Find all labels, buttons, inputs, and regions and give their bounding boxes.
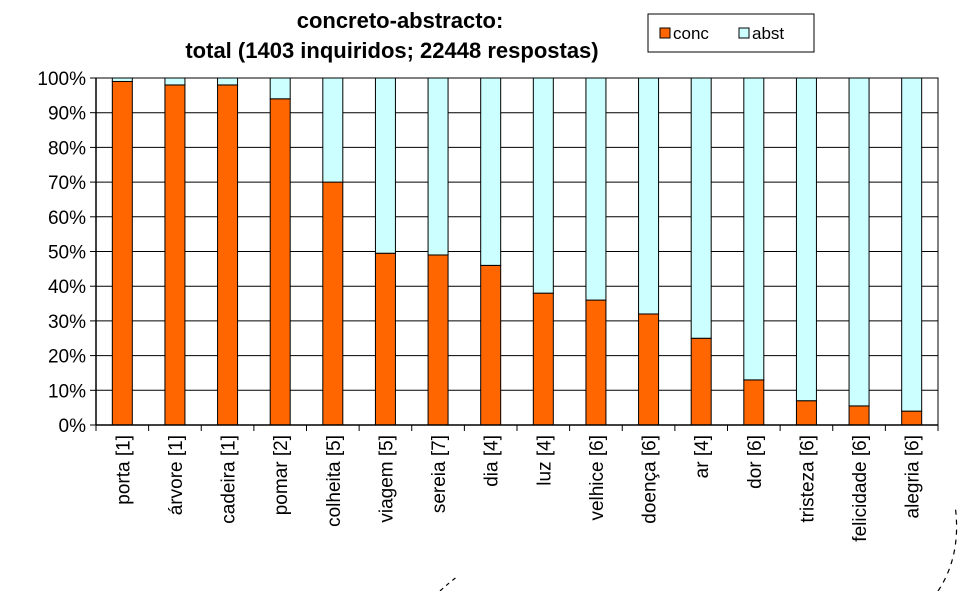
y-tick-label: 20% [48, 347, 86, 368]
chart-title-line-2: total (1403 inquiridos; 22448 respostas) [185, 38, 598, 63]
bar-abst [795, 77, 817, 402]
category-label: velhice [6] [587, 435, 608, 521]
bar-conc [217, 84, 239, 426]
bar-abst [217, 77, 239, 86]
category-label: viagem [5] [376, 435, 397, 523]
bar-abst [164, 77, 186, 86]
y-tick-label: 30% [48, 312, 86, 333]
bar-abst [638, 77, 660, 315]
bar-abst [374, 77, 396, 254]
y-tick-label: 50% [48, 243, 86, 264]
category-label: árvore [1] [166, 435, 187, 515]
legend-label-abst: abst [752, 24, 784, 43]
category-label: dor [6] [745, 435, 766, 489]
bar-abst [848, 77, 870, 407]
category-label: cadeira [1] [219, 435, 240, 524]
category-label: pomar [2] [271, 435, 292, 515]
chart-title-line-1: concreto-abstracto: [297, 8, 504, 33]
y-tick-label: 80% [48, 138, 86, 159]
bar-abst [585, 77, 607, 301]
y-tick-label: 40% [48, 277, 86, 298]
category-label: dia [4] [482, 435, 503, 487]
bar-abst [322, 77, 344, 183]
bar-conc [322, 181, 344, 426]
decorative-dashed-arc [937, 504, 958, 591]
bar-conc [743, 379, 765, 426]
bar-conc [269, 98, 291, 426]
category-label: sereia [7] [429, 435, 450, 513]
y-tick-label: 90% [48, 104, 86, 125]
legend-box [647, 13, 815, 53]
legend-label-conc: conc [673, 24, 709, 43]
category-label: tristeza [6] [797, 435, 818, 523]
y-tick-label: 60% [48, 208, 86, 229]
bar-conc [164, 84, 186, 426]
bar-conc [585, 299, 607, 426]
bar-abst [901, 77, 923, 412]
bar-conc [427, 254, 449, 426]
plot-area: 0% 10% 20% 30% 40% 50% 60% 70% 80% 90% 100% porta [… [37, 69, 939, 542]
bar-conc [795, 400, 817, 426]
bar-conc [111, 80, 133, 426]
bar-conc [690, 337, 712, 426]
category-label: porta [1] [113, 435, 134, 505]
bar-abst [743, 77, 765, 381]
y-tick-label: 10% [48, 381, 86, 402]
category-label: alegria [6] [903, 435, 924, 518]
bar-abst [690, 77, 712, 339]
legend-swatch-conc [659, 27, 671, 39]
bar-conc [901, 410, 923, 426]
y-tick-label: 100% [37, 69, 86, 90]
category-label: colheita [5] [324, 435, 345, 527]
legend: conc abst [647, 13, 815, 53]
category-label: luz [4] [534, 435, 555, 486]
bar-conc [532, 292, 554, 426]
bar-conc [374, 252, 396, 426]
bar-abst [269, 77, 291, 100]
y-tick-label: 70% [48, 173, 86, 194]
decorative-dashed-curve [439, 575, 459, 591]
bar-conc [638, 313, 660, 426]
bar-abst [427, 77, 449, 256]
bar-conc [480, 264, 502, 426]
bar-abst [111, 77, 133, 82]
category-label: ar [4] [692, 435, 713, 478]
legend-swatch-abst [738, 27, 750, 39]
category-label: doença [6] [640, 435, 661, 524]
bar-abst [480, 77, 502, 266]
bar-abst [532, 77, 554, 294]
category-label: felicidade [6] [850, 435, 871, 542]
bar-conc [848, 405, 870, 426]
y-tick-label: 0% [59, 416, 87, 437]
